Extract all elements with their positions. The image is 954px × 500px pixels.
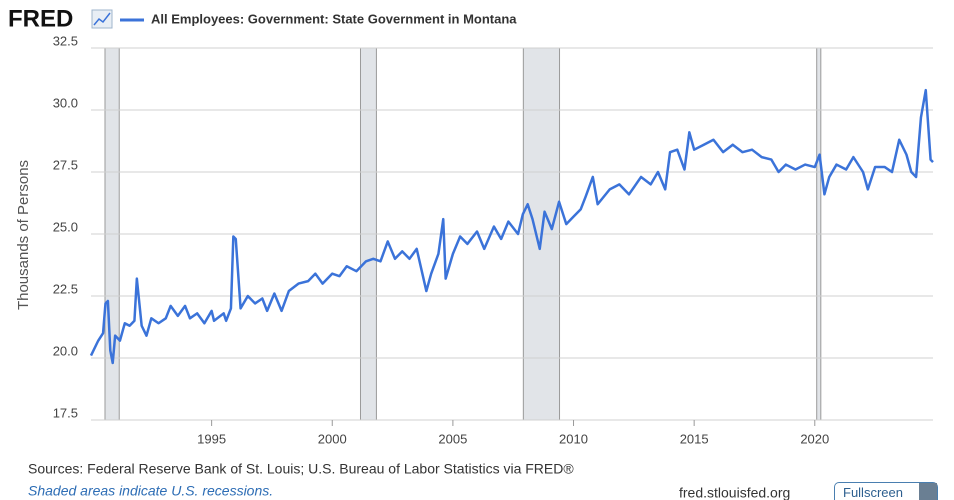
y-axis-title: Thousands of Persons	[15, 160, 32, 310]
y-tick-label: 20.0	[53, 343, 78, 358]
y-tick-label: 25.0	[53, 219, 78, 234]
data-line	[89, 88, 934, 365]
recession-note: Shaded areas indicate U.S. recessions.	[28, 483, 273, 499]
x-tick-label: 2005	[438, 431, 467, 446]
x-tick-label: 2010	[559, 431, 588, 446]
y-tick-label: 17.5	[53, 405, 78, 420]
x-tick-label: 2000	[318, 431, 347, 446]
source-note: Sources: Federal Reserve Bank of St. Lou…	[28, 461, 574, 477]
x-tick-label: 2015	[680, 431, 709, 446]
legend-label: All Employees: Government: State Governm…	[151, 11, 517, 26]
x-tick-label: 2020	[800, 431, 829, 446]
logo-icon-line	[93, 12, 111, 26]
y-tick-label: 30.0	[53, 95, 78, 110]
logo-icon	[91, 9, 113, 29]
logo: FRED	[8, 5, 73, 32]
fullscreen-button[interactable]: Fullscreen	[834, 482, 938, 500]
y-tick-label: 27.5	[53, 157, 78, 172]
x-tick-label: 1995	[197, 431, 226, 446]
fullscreen-label: Fullscreen	[843, 485, 903, 500]
fullscreen-icon	[919, 483, 937, 500]
y-tick-label: 32.5	[53, 33, 78, 48]
y-tick-label: 22.5	[53, 281, 78, 296]
site-link[interactable]: fred.stlouisfed.org	[679, 485, 790, 500]
